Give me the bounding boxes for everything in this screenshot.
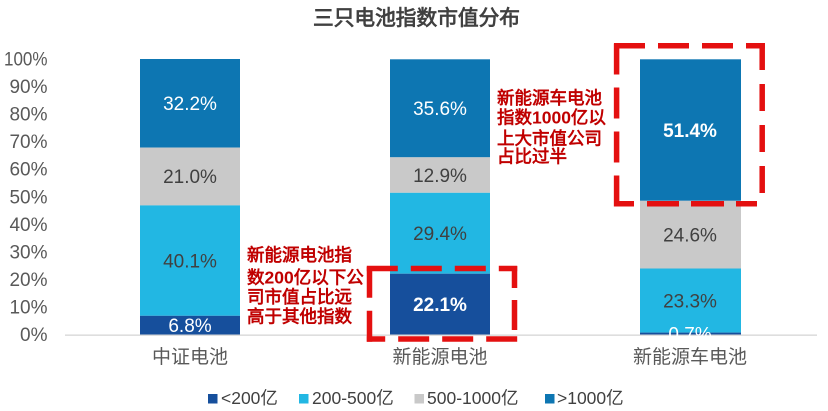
svg-text:高于其他指数: 高于其他指数	[247, 307, 352, 327]
svg-text:22.1%: 22.1%	[413, 295, 467, 316]
svg-text:占比过半: 占比过半	[497, 147, 567, 167]
svg-text:30%: 30%	[9, 242, 47, 263]
svg-text:35.6%: 35.6%	[413, 99, 467, 120]
svg-text:500-1000亿: 500-1000亿	[427, 388, 518, 408]
svg-text:新能源电池指: 新能源电池指	[247, 245, 352, 265]
svg-text:0%: 0%	[20, 325, 48, 346]
svg-text:50%: 50%	[9, 187, 47, 208]
svg-text:10%: 10%	[9, 297, 47, 318]
svg-text:司市值占比远: 司市值占比远	[247, 287, 352, 307]
svg-text:24.6%: 24.6%	[663, 225, 717, 246]
svg-text:新能源车电池: 新能源车电池	[633, 346, 747, 368]
svg-text:90%: 90%	[9, 77, 47, 98]
svg-text:70%: 70%	[9, 132, 47, 153]
svg-text:20%: 20%	[9, 270, 47, 291]
svg-text:80%: 80%	[9, 105, 47, 126]
svg-text:三只电池指数市值分布: 三只电池指数市值分布	[313, 6, 520, 30]
svg-text:60%: 60%	[9, 160, 47, 181]
svg-text:12.9%: 12.9%	[413, 166, 467, 187]
svg-text:数200亿以下公: 数200亿以下公	[247, 268, 364, 288]
svg-text:新能源电池: 新能源电池	[392, 346, 487, 368]
svg-text:100%: 100%	[4, 50, 48, 71]
svg-text:<200亿: <200亿	[221, 388, 278, 408]
svg-text:51.4%: 51.4%	[663, 121, 717, 142]
svg-text:32.2%: 32.2%	[163, 94, 217, 115]
svg-text:指数1000亿以: 指数1000亿以	[497, 108, 606, 128]
svg-text:中证电池: 中证电池	[152, 346, 228, 368]
svg-text:新能源车电池: 新能源车电池	[497, 88, 602, 108]
svg-text:0.7%: 0.7%	[668, 324, 711, 345]
svg-text:200-500亿: 200-500亿	[312, 388, 394, 408]
svg-text:29.4%: 29.4%	[413, 224, 467, 245]
svg-text:40%: 40%	[9, 215, 47, 236]
svg-text:40.1%: 40.1%	[163, 251, 217, 272]
svg-text:上大市值公司: 上大市值公司	[497, 128, 602, 148]
svg-text:23.3%: 23.3%	[663, 291, 717, 312]
svg-text:6.8%: 6.8%	[168, 316, 211, 337]
svg-text:>1000亿: >1000亿	[557, 388, 624, 408]
svg-text:21.0%: 21.0%	[163, 167, 217, 188]
